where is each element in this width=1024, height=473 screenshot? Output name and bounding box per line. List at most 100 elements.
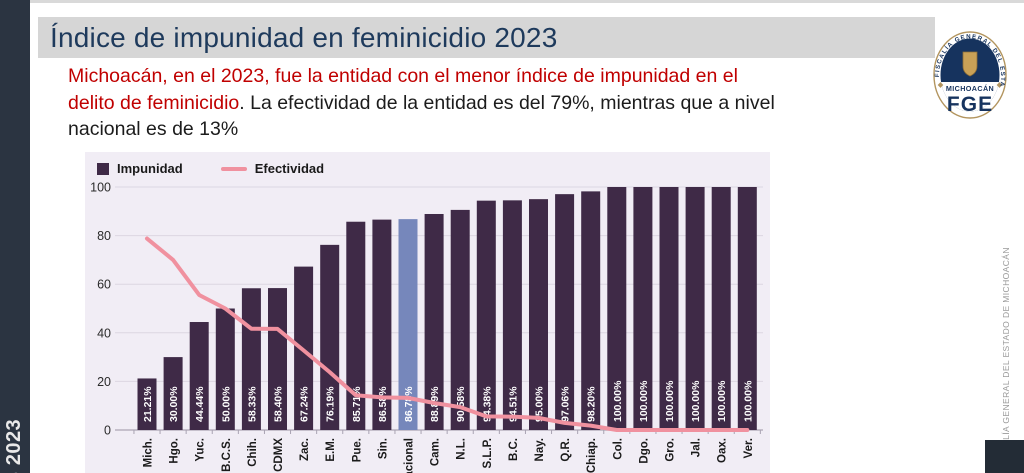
intro-line: nacional es de 13%	[68, 116, 948, 143]
bar-value-label: 90.58%	[455, 386, 467, 422]
x-category-label: Q.R.	[560, 438, 572, 462]
bar	[529, 199, 548, 430]
efectividad-line	[145, 236, 750, 432]
x-category-label: Ver.	[743, 438, 755, 458]
bar	[659, 187, 679, 430]
x-category-label: Jal.	[691, 438, 703, 457]
intro-line: delito de feminicidio. La efectividad de…	[68, 90, 948, 117]
top-divider	[30, 0, 1024, 3]
logo-shield-emblem	[962, 51, 978, 77]
y-tick-label: 20	[97, 375, 111, 389]
impunity-chart: Impunidad Efectividad 0 20 40 60 80 100 21.21%…	[85, 152, 770, 473]
intro-paragraph: Michoacán, en el 2023, fue la entidad co…	[68, 63, 948, 143]
bar	[372, 219, 392, 430]
bar	[476, 200, 496, 430]
x-category-label: Pue.	[351, 438, 363, 462]
bar-value-label: 86.58%	[377, 386, 389, 422]
x-category-label: Oax.	[717, 438, 729, 463]
bar-value-label: 100.00%	[664, 380, 676, 422]
impunidad-swatch-icon	[97, 162, 109, 175]
y-tick-label: 0	[104, 424, 111, 438]
bar	[268, 288, 287, 430]
bar	[581, 191, 601, 430]
x-category-label: Nay.	[534, 438, 546, 461]
chart-legend: Impunidad Efectividad	[97, 161, 324, 176]
efectividad-line-icon	[220, 166, 247, 171]
bar	[424, 213, 444, 430]
bar	[163, 357, 183, 430]
corner-accent-square	[985, 440, 1024, 473]
bar	[607, 187, 627, 430]
bar-value-label: 76.19%	[325, 386, 337, 422]
bar-nacional	[398, 219, 418, 430]
y-tick-label: 60	[97, 278, 111, 292]
bar	[633, 187, 653, 430]
bar-value-label: 100.00%	[690, 380, 702, 422]
bar-value-label: 21.21%	[142, 386, 154, 422]
x-category-label: S.L.P.	[482, 438, 494, 468]
bar-value-label: 100.00%	[638, 380, 650, 422]
intro-line: Michoacán, en el 2023, fue la entidad co…	[68, 63, 948, 90]
legend-item-impunidad: Impunidad	[97, 161, 183, 176]
bar	[450, 209, 470, 430]
x-category-label: B.C.S.	[221, 438, 233, 472]
intro-text-segment: delito de feminicidio	[68, 91, 240, 114]
page-title: Índice de impunidad en feminicidio 2023	[50, 21, 558, 53]
x-category-label: Zac.	[299, 438, 311, 461]
x-category-label: Nacional	[404, 438, 416, 473]
bar-value-label: 97.06%	[560, 386, 572, 422]
bar-value-label: 100.00%	[716, 380, 728, 422]
bar-value-label: 94.51%	[507, 386, 519, 422]
x-category-label: E.M.	[325, 438, 337, 462]
x-category-label: Mich.	[143, 438, 155, 467]
bar	[502, 200, 522, 430]
bar	[137, 378, 157, 430]
bar-value-label: 100.00%	[612, 380, 624, 422]
legend-item-efectividad: Efectividad	[220, 161, 324, 176]
x-category-label: N.L.	[456, 438, 468, 460]
bar-value-label: 86.78%	[403, 386, 415, 422]
x-category-label: Hgo.	[169, 438, 181, 464]
bar	[189, 322, 209, 430]
x-category-label: Yuc.	[195, 438, 207, 462]
y-tick-label: 80	[97, 229, 111, 243]
bar	[320, 244, 340, 430]
intro-text-segment: Michoacán, en el 2023, fue la entidad co…	[68, 65, 738, 87]
logo-diamond-left-icon	[937, 82, 944, 88]
bar-value-label: 58.33%	[246, 386, 258, 422]
bar	[737, 187, 757, 430]
intro-text-segment: . La efectividad de la entidad es del 79…	[239, 91, 775, 114]
bar-value-label: 44.44%	[194, 386, 206, 422]
bar-value-label: 58.40%	[273, 386, 285, 422]
x-category-label: Sin.	[377, 438, 389, 459]
x-category-label: B.C.	[508, 438, 520, 461]
bar-value-label: 94.38%	[481, 386, 493, 422]
legend-label-impunidad: Impunidad	[117, 161, 183, 176]
bar-value-label: 30.00%	[168, 386, 180, 422]
x-category-label: Col.	[612, 438, 624, 460]
left-accent-bar: S 2023	[0, 0, 30, 473]
fge-logo: FISCALÍA GENERAL DEL ESTADO MICHOACÁN FG…	[932, 30, 1007, 119]
bar-value-label: 100.00%	[742, 380, 754, 422]
x-category-label: Gro.	[665, 438, 677, 462]
bar-value-label: 67.24%	[299, 386, 311, 422]
title-bar: Índice de impunidad en feminicidio 2023	[38, 17, 935, 58]
left-vertical-label: S 2023	[3, 418, 25, 473]
bar-value-label: 50.00%	[220, 386, 232, 422]
x-category-label: Dgo.	[638, 438, 650, 464]
x-category-label: Chiap.	[586, 438, 598, 473]
bar	[685, 187, 705, 430]
bar-value-label: 98.20%	[586, 386, 598, 422]
y-tick-label: 40	[97, 326, 111, 340]
logo-region-text: MICHOACÁN	[946, 84, 994, 93]
right-vertical-label: FISCALÍA GENERAL DEL ESTADO DE MICHOACÁN	[1001, 247, 1011, 467]
x-category-label: Cam.	[430, 438, 442, 466]
bar	[711, 187, 731, 430]
y-tick-label: 100	[90, 181, 111, 195]
logo-diamond-right-icon	[996, 82, 1003, 88]
x-category-label: Chih.	[247, 438, 259, 467]
chart-plot: 0 20 40 60 80 100 21.21% Mich. 30.00% Hgo. 44.44% Y…	[90, 181, 763, 473]
bar-value-label: 95.00%	[534, 386, 546, 422]
logo-acronym-text: FGE	[947, 93, 993, 116]
